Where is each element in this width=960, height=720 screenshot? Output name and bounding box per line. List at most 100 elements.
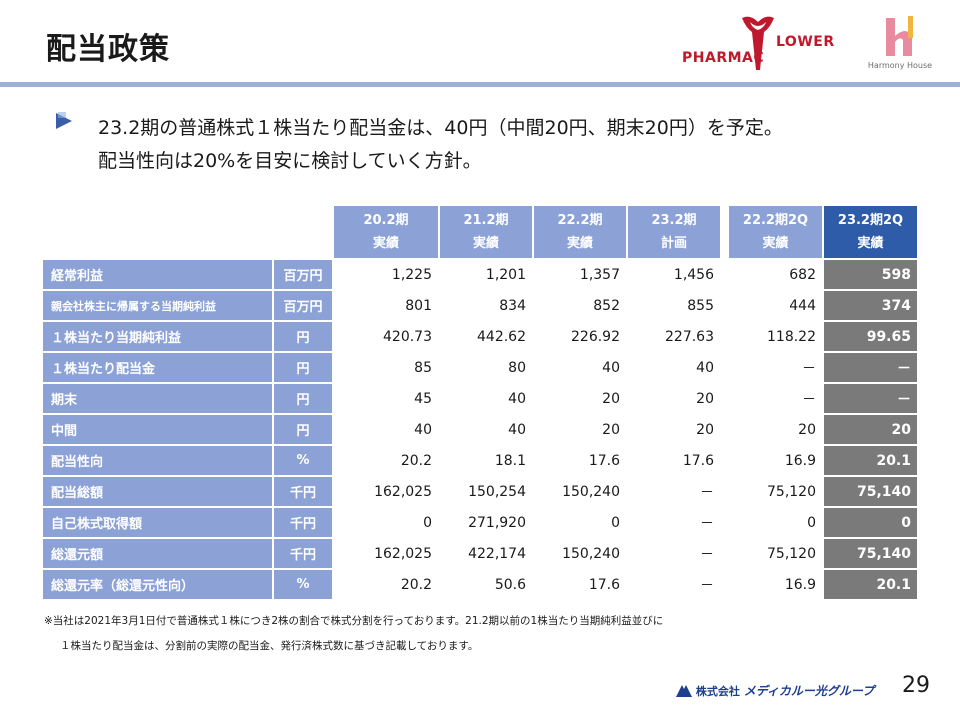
row-unit: 千円 <box>274 539 332 568</box>
cell: 442.62 <box>477 328 526 345</box>
cell: 20 <box>602 421 620 438</box>
cell: 226.92 <box>571 328 620 345</box>
footnote-line-2: １株当たり配当金は、分割前の実際の配当金、発行済株式数に基づき記載しております。 <box>60 640 479 652</box>
highlight-cell: － <box>824 384 917 413</box>
cell: － <box>802 391 816 408</box>
cell: 682 <box>789 266 816 283</box>
highlight-cell: 20.1 <box>824 570 917 599</box>
highlight-cell: 374 <box>824 291 917 320</box>
corporate-name: メディカルー光グループ <box>743 684 875 698</box>
table-row: 自己株式取得額 千円 0 271,920 0 － 0 0 <box>43 508 917 537</box>
lead-text: 23.2期の普通株式１株当たり配当金は、40円（中間20円、期末20円）を予定。… <box>98 112 783 178</box>
cell: 20 <box>798 421 816 438</box>
table-row: 総還元額 千円 162,025 422,174 150,240 － 75,120… <box>43 539 917 568</box>
cell: 75,120 <box>767 545 816 562</box>
cell: 1,201 <box>485 266 526 283</box>
row-label: 期末 <box>43 384 272 413</box>
cell: 16.9 <box>784 452 816 469</box>
cell: 20 <box>696 421 714 438</box>
highlight-cell: 75,140 <box>824 477 917 506</box>
cell: 420.73 <box>383 328 432 345</box>
row-unit: % <box>274 446 332 475</box>
row-unit: 円 <box>274 415 332 444</box>
cell: 40 <box>696 359 714 376</box>
cell: 855 <box>687 297 714 314</box>
row-unit: 百万円 <box>274 291 332 320</box>
table-row: 配当性向 % 20.2 18.1 17.6 17.6 16.9 20.1 <box>43 446 917 475</box>
cell: 20.2 <box>400 576 432 593</box>
dividend-table: 20.2期 実績 21.2期 実績 22.2期 実績 23.2期 計画 22.2期2Q 実… <box>43 204 917 601</box>
table-header-row: 20.2期 実績 21.2期 実績 22.2期 実績 23.2期 計画 22.2期2Q 実… <box>43 206 917 258</box>
cell: 17.6 <box>682 452 714 469</box>
cell: 852 <box>593 297 620 314</box>
cell: － <box>802 360 816 377</box>
cell: 40 <box>508 390 526 407</box>
cell: 45 <box>414 390 432 407</box>
cell: 150,254 <box>468 483 526 500</box>
cell: 0 <box>611 514 620 531</box>
cell: 271,920 <box>468 514 526 531</box>
cell: 20 <box>696 390 714 407</box>
row-unit: % <box>274 570 332 599</box>
cell: 20.2 <box>400 452 432 469</box>
row-unit: 円 <box>274 353 332 382</box>
row-label: １株当たり配当金 <box>43 353 272 382</box>
cell: － <box>700 546 714 563</box>
cell: 834 <box>499 297 526 314</box>
cell: 40 <box>414 421 432 438</box>
flower-icon <box>742 16 774 71</box>
table-row: １株当たり当期純利益 円 420.73 442.62 226.92 227.63… <box>43 322 917 351</box>
row-unit: 円 <box>274 384 332 413</box>
harmony-house-icon <box>886 16 913 56</box>
cell: － <box>700 484 714 501</box>
row-unit: 千円 <box>274 508 332 537</box>
pharmaflower-logo: PHARMAC LOWER <box>682 14 835 74</box>
table-row: 中間 円 40 40 20 20 20 20 <box>43 415 917 444</box>
col-header-23-2-plan: 23.2期 計画 <box>628 206 720 258</box>
cell: 227.63 <box>665 328 714 345</box>
cell: － <box>700 577 714 594</box>
table-row: 経常利益 百万円 1,225 1,201 1,357 1,456 682 598 <box>43 260 917 289</box>
cell: 118.22 <box>767 328 816 345</box>
pharma-logo-left-text: PHARMAC <box>682 50 765 66</box>
cell: 16.9 <box>784 576 816 593</box>
table-row: 期末 円 45 40 20 20 － － <box>43 384 917 413</box>
row-label: 総還元額 <box>43 539 272 568</box>
highlight-cell: 99.65 <box>824 322 917 351</box>
row-unit: 千円 <box>274 477 332 506</box>
cell: 444 <box>789 297 816 314</box>
cell: 1,456 <box>673 266 714 283</box>
highlight-cell: 598 <box>824 260 917 289</box>
highlight-cell: － <box>824 353 917 382</box>
highlight-cell: 20 <box>824 415 917 444</box>
corporate-prefix: 株式会社 <box>695 685 740 698</box>
cell: 0 <box>807 514 816 531</box>
table-row: 総還元率（総還元性向） % 20.2 50.6 17.6 － 16.9 20.1 <box>43 570 917 599</box>
cell: 85 <box>414 359 432 376</box>
lead-line-1: 23.2期の普通株式１株当たり配当金は、40円（中間20円、期末20円）を予定。 <box>98 117 783 139</box>
lead-line-2: 配当性向は20%を目安に検討していく方針。 <box>98 150 482 172</box>
pharma-logo-right-text: LOWER <box>776 34 835 50</box>
row-label: 配当性向 <box>43 446 272 475</box>
row-label: 経常利益 <box>43 260 272 289</box>
cell: 150,240 <box>562 483 620 500</box>
table-row: 親会社株主に帰属する当期純利益 百万円 801 834 852 855 444 … <box>43 291 917 320</box>
cell: 17.6 <box>588 576 620 593</box>
highlight-cell: 75,140 <box>824 539 917 568</box>
col-header-21-2: 21.2期 実績 <box>440 206 532 258</box>
footnote-line-1: ※当社は2021年3月1日付で普通株式１株につき2株の割合で株式分割を行っており… <box>44 615 664 627</box>
highlight-cell: 20.1 <box>824 446 917 475</box>
col-header-23-2-2q: 23.2期2Q 実績 <box>824 206 917 258</box>
cell: － <box>700 515 714 532</box>
harmony-house-logo: Harmony House <box>862 14 938 74</box>
corporate-mark-icon <box>676 684 692 700</box>
cell: 1,225 <box>391 266 432 283</box>
row-label: 配当総額 <box>43 477 272 506</box>
col-header-22-2-2q: 22.2期2Q 実績 <box>729 206 822 258</box>
cell: 17.6 <box>588 452 620 469</box>
cell: 50.6 <box>494 576 526 593</box>
cell: 801 <box>405 297 432 314</box>
cell: 150,240 <box>562 545 620 562</box>
cell: 18.1 <box>494 452 526 469</box>
cell: 40 <box>508 421 526 438</box>
